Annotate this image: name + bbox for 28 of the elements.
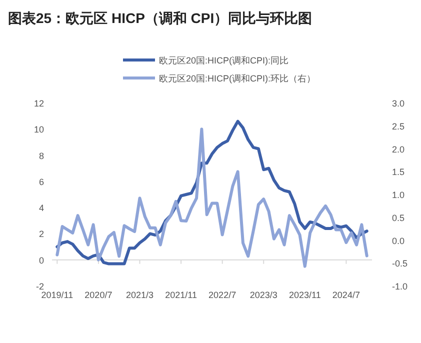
x-tick-label: 2021/11 (165, 290, 197, 300)
legend-label: 欧元区20国:HICP(调和CPI):同比 (159, 56, 289, 66)
y2-tick-label: -0.5 (392, 258, 408, 269)
y-tick-label: 12 (34, 98, 44, 108)
y2-tick-label: -1.0 (392, 282, 408, 292)
legend-label: 欧元区20国:HICP(调和CPI):环比（右） (159, 74, 316, 84)
chart-title: 图表25：欧元区 HICP（调和 CPI）同比与环比图 (8, 10, 312, 26)
x-tick-label: 2024/7 (332, 290, 360, 300)
y-tick-label: 10 (34, 124, 44, 135)
x-tick-label: 2020/7 (84, 290, 112, 300)
x-tick-label: 2023/3 (250, 290, 278, 300)
y2-tick-label: 3.0 (392, 98, 405, 108)
y-tick-label: -2 (36, 282, 44, 292)
y2-tick-label: 2.5 (392, 121, 405, 132)
y-tick-label: 6 (38, 176, 44, 187)
y-tick-label: 4 (38, 203, 44, 214)
y2-tick-label: 0.0 (392, 236, 405, 246)
x-tick-label: 2021/3 (126, 290, 154, 300)
x-tick-label: 2019/11 (41, 290, 74, 300)
y2-tick-label: 0.5 (392, 212, 405, 223)
y2-tick-label: 2.0 (392, 144, 405, 154)
y-tick-label: 0 (38, 255, 44, 266)
y-tick-label: 2 (38, 229, 44, 240)
x-tick-label: 2023/11 (288, 290, 321, 300)
y2-tick-label: 1.5 (392, 167, 405, 178)
y-tick-label: 8 (38, 150, 44, 161)
x-tick-label: 2022/7 (208, 290, 236, 300)
y2-tick-label: 1.0 (392, 190, 405, 200)
